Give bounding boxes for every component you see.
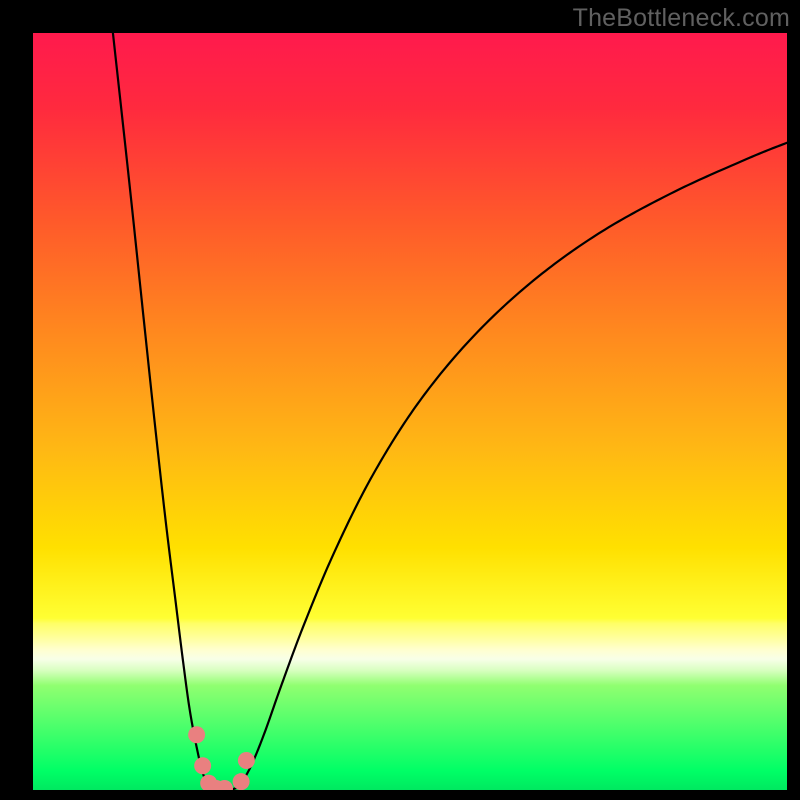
marker-point	[188, 726, 205, 743]
plot-svg	[33, 33, 787, 790]
watermark-text: TheBottleneck.com	[573, 4, 790, 33]
marker-point	[194, 757, 211, 774]
marker-point	[238, 752, 255, 769]
gradient-background	[33, 33, 787, 790]
marker-point	[233, 773, 250, 790]
plot-area	[33, 33, 787, 790]
